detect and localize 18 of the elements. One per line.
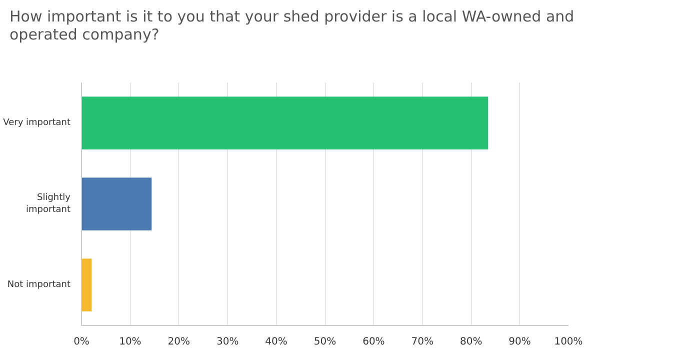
y-tick-label: Very important bbox=[3, 118, 71, 128]
y-tick-label: Slightly important bbox=[26, 193, 72, 215]
x-tick-label: 100% bbox=[554, 336, 583, 348]
bar bbox=[82, 96, 488, 150]
x-tick-label: 10% bbox=[119, 336, 142, 348]
x-tick-label: 0% bbox=[74, 336, 90, 348]
chart-title: How important is it to you that your shed provider is a local WA-owned and operated company? bbox=[10, 8, 574, 44]
y-tick-label: Not important bbox=[7, 280, 71, 290]
bar bbox=[82, 178, 152, 230]
bar bbox=[82, 258, 92, 312]
x-tick-label: 90% bbox=[508, 336, 531, 348]
x-tick-label: 60% bbox=[362, 336, 385, 348]
x-tick-label: 20% bbox=[168, 336, 190, 348]
x-tick-label: 40% bbox=[265, 336, 288, 348]
x-tick-label: 80% bbox=[460, 336, 482, 348]
x-tick-label: 30% bbox=[216, 336, 239, 348]
x-tick-label: 50% bbox=[314, 336, 336, 348]
x-tick-label: 70% bbox=[411, 336, 434, 348]
